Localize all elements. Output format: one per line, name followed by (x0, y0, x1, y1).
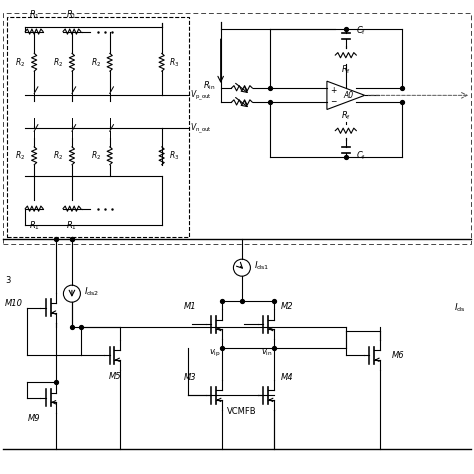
Text: $V_{\rm p\_out}$: $V_{\rm p\_out}$ (190, 88, 211, 102)
Text: $R_3$: $R_3$ (169, 56, 179, 69)
Text: $R_2$: $R_2$ (53, 56, 64, 69)
Text: $I_{\rm ds2}$: $I_{\rm ds2}$ (84, 285, 99, 298)
Text: $3$: $3$ (5, 274, 11, 285)
Text: $v_{\rm in}$: $v_{\rm in}$ (261, 348, 273, 358)
Text: $C_{\rm f}$: $C_{\rm f}$ (356, 24, 366, 37)
Text: +: + (330, 86, 337, 95)
Text: $R_{\rm in}$: $R_{\rm in}$ (203, 80, 216, 92)
Text: VCMFB: VCMFB (227, 407, 257, 416)
Text: $C_{\rm f}$: $C_{\rm f}$ (356, 149, 366, 162)
Text: $I_{\rm ds}$: $I_{\rm ds}$ (455, 301, 466, 314)
Text: $-$: $-$ (330, 96, 338, 105)
Text: $R_1$: $R_1$ (28, 9, 40, 21)
Text: M2: M2 (281, 302, 293, 311)
Text: $R_1$: $R_1$ (66, 9, 77, 21)
Text: $V_{\rm n\_out}$: $V_{\rm n\_out}$ (190, 121, 211, 136)
Text: $R_3$: $R_3$ (169, 149, 179, 162)
Text: M6: M6 (392, 351, 405, 360)
Text: $R_1$: $R_1$ (28, 219, 40, 232)
Text: M5: M5 (109, 372, 122, 381)
Text: M4: M4 (281, 373, 293, 382)
Text: M1: M1 (183, 302, 196, 311)
Text: $R_1$: $R_1$ (66, 219, 77, 232)
Text: $R_2$: $R_2$ (53, 149, 64, 162)
Text: $R_{\rm f}$: $R_{\rm f}$ (341, 64, 351, 76)
Text: $R_2$: $R_2$ (91, 149, 101, 162)
Text: A0: A0 (343, 91, 353, 100)
Text: M10: M10 (4, 299, 22, 308)
Text: $R_2$: $R_2$ (91, 56, 101, 69)
Text: $R_2$: $R_2$ (16, 56, 26, 69)
Text: $R_{\rm f}$: $R_{\rm f}$ (341, 110, 351, 122)
Text: M9: M9 (28, 414, 40, 423)
Text: $v_{\rm ip}$: $v_{\rm ip}$ (209, 348, 221, 359)
Text: $I_{\rm ds1}$: $I_{\rm ds1}$ (254, 259, 269, 272)
Text: M3: M3 (183, 373, 196, 382)
Text: $R_2$: $R_2$ (16, 149, 26, 162)
